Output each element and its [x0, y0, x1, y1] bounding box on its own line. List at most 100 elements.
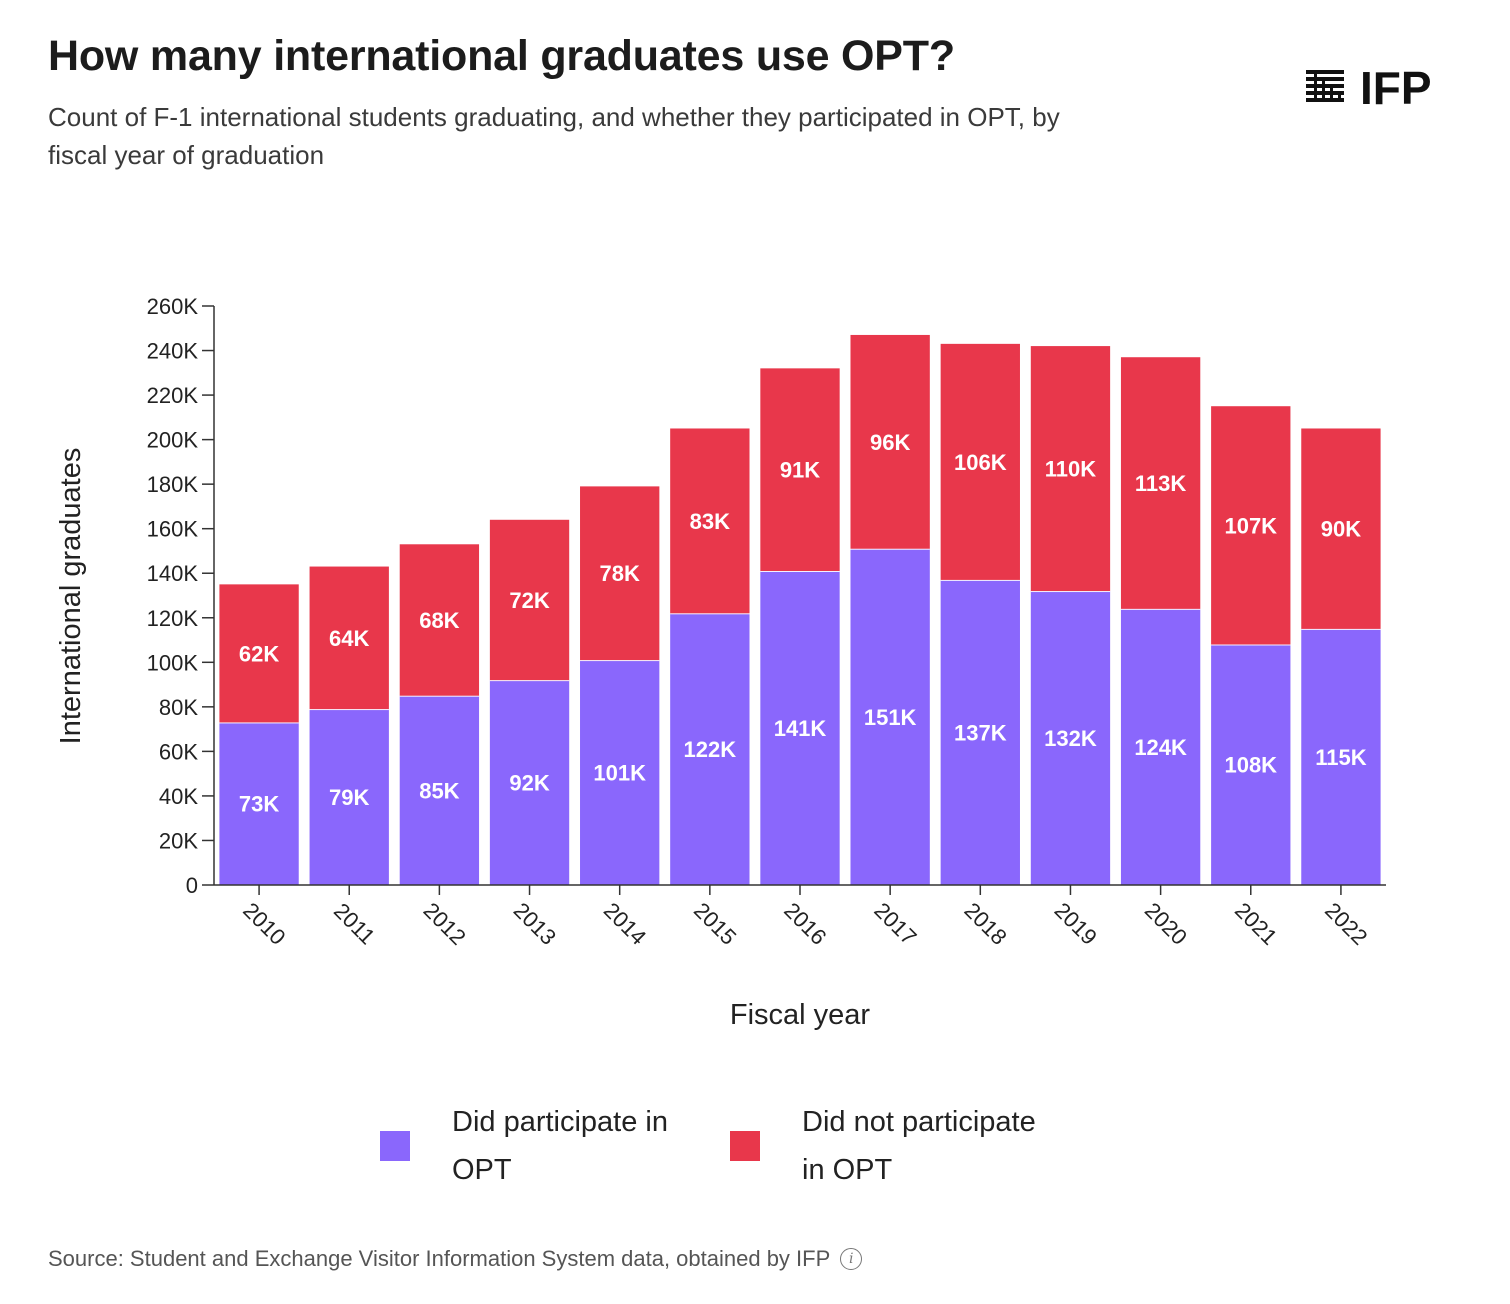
bar-label-participated-2010: 73K [239, 792, 279, 817]
page-subtitle: Count of F-1 international students grad… [48, 102, 1060, 170]
chart-bars [219, 334, 1381, 885]
ifp-stripes-logo-icon [1306, 70, 1344, 102]
bar-label-not-participated-2021: 107K [1224, 513, 1277, 538]
y-tick-label: 60K [159, 739, 198, 764]
x-tick-label-2022: 2022 [1320, 898, 1372, 950]
source-text: Source: Student and Exchange Visitor Inf… [48, 1246, 831, 1271]
bar-label-participated-2011: 79K [329, 785, 369, 810]
bar-label-not-participated-2022: 90K [1321, 517, 1361, 542]
legend-swatch-participated [380, 1131, 410, 1161]
bar-participated-2021 [1211, 644, 1291, 885]
bar-not-participated-2010 [219, 584, 299, 723]
x-tick-label-2021: 2021 [1230, 898, 1282, 950]
x-tick-label-2017: 2017 [869, 898, 921, 950]
bar-not-participated-2012 [399, 544, 480, 696]
bar-label-not-participated-2014: 78K [600, 561, 640, 586]
x-tick-label-2016: 2016 [779, 898, 831, 950]
x-tick-label-2019: 2019 [1050, 898, 1102, 950]
bar-label-not-participated-2020: 113K [1135, 471, 1186, 496]
y-axis-label: International graduates [55, 448, 87, 745]
x-tick-label-2014: 2014 [599, 898, 651, 950]
bar-not-participated-2017 [850, 334, 930, 549]
y-tick-label: 0 [186, 873, 198, 898]
bar-participated-2012 [399, 695, 480, 885]
x-tick-label-2012: 2012 [419, 898, 471, 950]
bar-not-participated-2014 [580, 486, 660, 661]
x-tick-label-2011: 2011 [329, 898, 380, 949]
legend-label-participated: Did participate in OPT [452, 1106, 668, 1186]
y-tick-label: 120K [147, 606, 199, 631]
bar-participated-2017 [850, 548, 930, 885]
y-tick-label: 180K [147, 472, 199, 497]
x-tick-label-2013: 2013 [509, 898, 561, 950]
bar-label-not-participated-2016: 91K [780, 458, 820, 483]
y-tick-label: 20K [159, 828, 198, 853]
bar-label-not-participated-2012: 68K [419, 608, 459, 633]
bar-label-participated-2017: 151K [864, 705, 917, 730]
legend-swatch-not-participated [730, 1131, 760, 1161]
bar-not-participated-2020 [1120, 357, 1201, 609]
y-tick-label: 240K [147, 339, 199, 364]
y-tick-label: 140K [147, 561, 199, 586]
bar-label-not-participated-2011: 64K [329, 626, 369, 651]
bar-not-participated-2013 [489, 519, 570, 681]
bar-label-participated-2021: 108K [1224, 753, 1277, 778]
legend-label-not-participated: Did not participate in OPT [802, 1106, 1036, 1186]
x-tick-label-2020: 2020 [1140, 898, 1192, 950]
bar-label-participated-2022: 115K [1315, 745, 1366, 770]
bar-label-not-participated-2018: 106K [954, 450, 1007, 475]
page-title: How many international graduates use OPT… [48, 32, 955, 80]
chart-legend: Did participate in OPT Did not participa… [380, 1098, 1050, 1194]
bar-label-not-participated-2013: 72K [509, 588, 549, 613]
y-tick-label: 260K [147, 294, 199, 319]
x-tick-label-2018: 2018 [959, 898, 1011, 950]
ifp-logo: IFP [1306, 64, 1432, 108]
y-tick-label: 160K [147, 517, 199, 542]
y-tick-label: 40K [159, 784, 198, 809]
bar-participated-2011 [309, 709, 389, 885]
x-tick-label-2015: 2015 [689, 898, 741, 950]
bar-participated-2014 [580, 660, 660, 885]
bar-label-participated-2020: 124K [1134, 735, 1187, 760]
legend-item-participated: Did participate in OPT [380, 1098, 700, 1194]
bar-label-participated-2019: 132K [1044, 726, 1097, 751]
bar-participated-2022 [1301, 628, 1381, 885]
bar-not-participated-2011 [309, 566, 389, 710]
y-tick-label: 80K [159, 695, 198, 720]
bar-participated-2013 [489, 680, 570, 885]
bar-not-participated-2015 [670, 428, 750, 614]
ifp-logo-text: IFP [1360, 64, 1432, 108]
bar-label-not-participated-2015: 83K [690, 509, 730, 534]
bar-participated-2016 [760, 571, 840, 885]
bar-participated-2018 [940, 579, 1020, 885]
bar-label-participated-2012: 85K [419, 778, 459, 803]
bar-not-participated-2016 [760, 368, 840, 572]
bar-label-participated-2018: 137K [954, 720, 1007, 745]
bar-label-participated-2013: 92K [509, 771, 549, 796]
bar-label-participated-2015: 122K [684, 737, 737, 762]
bar-not-participated-2022 [1301, 428, 1381, 629]
bar-label-not-participated-2010: 62K [239, 641, 279, 666]
bar-participated-2015 [670, 613, 750, 885]
chart-bar-labels: 73K 62K 79K 64K 85K 68K 92K 72K 101K 78K 122K 83K 14… [239, 430, 1367, 817]
bar-label-participated-2014: 101K [593, 761, 646, 786]
bar-label-participated-2016: 141K [774, 716, 827, 741]
x-axis: 2010 2011 2012 2013 2014 2015 2016 2017 2018 2019… [214, 884, 1386, 950]
x-tick-label-2010: 2010 [238, 898, 290, 950]
bar-not-participated-2019 [1030, 346, 1111, 592]
bar-not-participated-2018 [940, 343, 1020, 580]
info-icon[interactable]: i [840, 1248, 863, 1270]
source-note: Source: Student and Exchange Visitor Inf… [48, 1246, 863, 1272]
y-tick-label: 200K [147, 428, 199, 453]
y-tick-label: 100K [147, 650, 199, 675]
bar-not-participated-2021 [1211, 406, 1291, 645]
bar-separator-2010 [219, 721, 299, 724]
bar-label-not-participated-2019: 110K [1045, 457, 1096, 482]
bar-label-not-participated-2017: 96K [870, 430, 910, 455]
x-axis-label: Fiscal year [730, 999, 871, 1031]
y-axis: 0 20K 40K 60K 80K 100K 120K 140K 160K 180K 200K 220… [147, 294, 215, 898]
y-tick-label: 220K [147, 383, 199, 408]
bar-participated-2019 [1030, 591, 1111, 885]
legend-item-not-participated: Did not participate in OPT [730, 1098, 1050, 1194]
